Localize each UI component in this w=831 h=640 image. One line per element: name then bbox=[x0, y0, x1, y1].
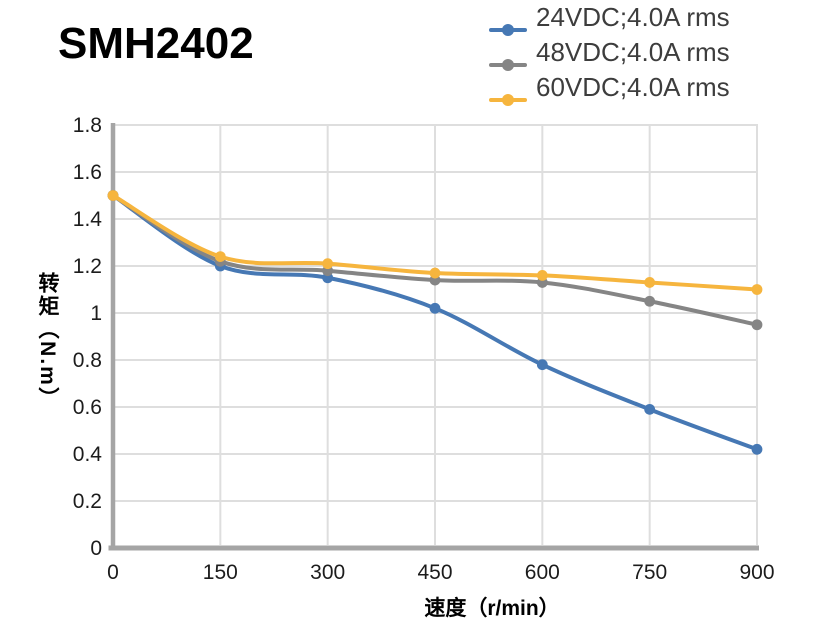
y-tick-label: 0.8 bbox=[73, 349, 102, 372]
legend: 24VDC;4.0A rms 48VDC;4.0A rms 60VDC;4.0A r… bbox=[489, 0, 730, 106]
legend-item: 60VDC;4.0A rms bbox=[489, 70, 730, 106]
series-60vdc-marker bbox=[644, 277, 656, 288]
x-tick-label: 900 bbox=[739, 561, 774, 584]
y-tick-label: 1 bbox=[90, 302, 102, 325]
x-tick-label: 0 bbox=[107, 561, 119, 584]
x-axis-label: 速度（r/min） bbox=[424, 597, 560, 620]
series-24vdc-marker bbox=[751, 443, 763, 455]
y-tick-label: 1.4 bbox=[73, 208, 103, 231]
x-tick-label: 300 bbox=[310, 561, 345, 584]
legend-dot-icon bbox=[502, 59, 514, 71]
y-tick-label: 0.2 bbox=[73, 490, 102, 513]
y-tick-label: 0 bbox=[90, 537, 102, 560]
y-axis-label: 转矩（N.m） bbox=[36, 272, 59, 410]
y-tick-label: 0.6 bbox=[73, 396, 102, 419]
y-tick-label: 1.2 bbox=[73, 255, 102, 278]
series-48vdc-marker bbox=[751, 319, 763, 331]
legend-line-marker-icon bbox=[489, 94, 527, 106]
series-24vdc-marker bbox=[536, 359, 548, 371]
series-24vdc-marker bbox=[429, 302, 441, 314]
legend-dot-icon bbox=[502, 24, 514, 36]
y-tick-label: 0.4 bbox=[73, 443, 103, 466]
series-24vdc-marker bbox=[644, 403, 656, 415]
series-60vdc-marker bbox=[429, 267, 441, 279]
x-tick-label: 600 bbox=[525, 561, 560, 584]
legend-dot-icon bbox=[502, 94, 514, 106]
legend-item: 24VDC;4.0A rms bbox=[489, 0, 730, 36]
page-title: SMH2402 bbox=[58, 19, 254, 68]
x-tick-label: 150 bbox=[203, 561, 238, 584]
x-tick-label: 450 bbox=[417, 561, 452, 584]
legend-label: 24VDC;4.0A rms bbox=[536, 2, 730, 32]
legend-label: 60VDC;4.0A rms bbox=[536, 72, 730, 102]
y-tick-label: 1.6 bbox=[73, 161, 102, 184]
x-tick-label: 750 bbox=[632, 561, 667, 584]
y-tick-label: 1.8 bbox=[73, 114, 102, 137]
legend-line-marker-icon bbox=[489, 24, 527, 36]
legend-item: 48VDC;4.0A rms bbox=[489, 35, 730, 71]
series-48vdc-marker bbox=[644, 295, 656, 307]
legend-line-marker-icon bbox=[489, 59, 527, 71]
legend-label: 48VDC;4.0A rms bbox=[536, 37, 730, 67]
series-60vdc-marker bbox=[214, 251, 226, 262]
series-60vdc-marker bbox=[751, 284, 763, 295]
series-60vdc-marker bbox=[322, 258, 334, 270]
series-60vdc-marker bbox=[536, 270, 548, 281]
series-60vdc-marker bbox=[107, 190, 119, 201]
